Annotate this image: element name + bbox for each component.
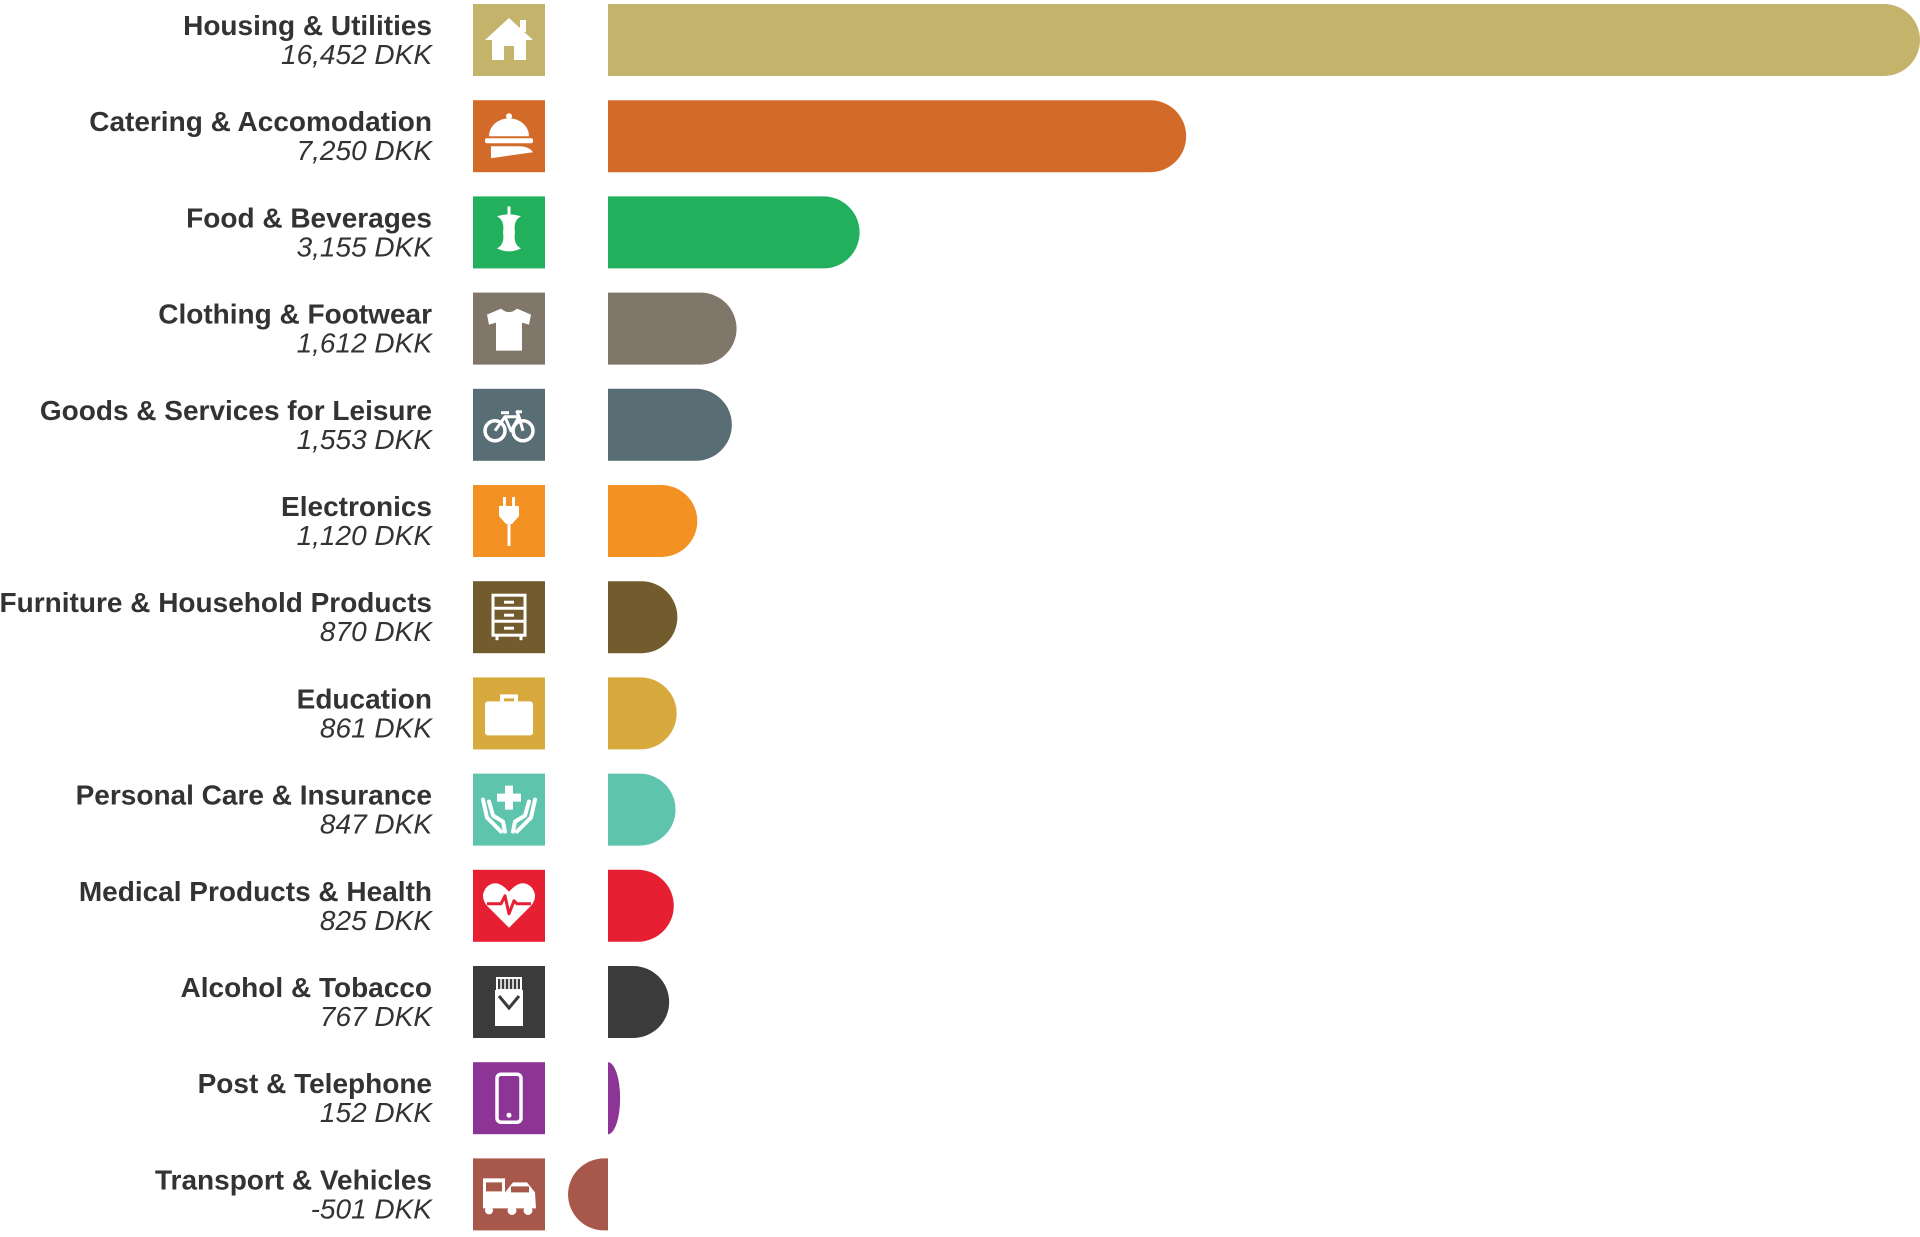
category-label-goods-and-services-for-leisure: Goods & Services for Leisure	[40, 395, 432, 426]
category-label-transport-and-vehicles: Transport & Vehicles	[155, 1164, 432, 1195]
value-label-furniture-and-household-products: 870 DKK	[320, 616, 433, 647]
bicycle-icon	[473, 388, 545, 461]
bar-furniture-and-household-products	[608, 581, 678, 654]
bar-goods-and-services-for-leisure	[608, 388, 732, 461]
value-label-catering-and-accomodation: 7,250 DKK	[297, 135, 434, 166]
cloche-icon	[473, 100, 545, 173]
bar-transport-and-vehicles	[568, 1158, 608, 1231]
value-label-goods-and-services-for-leisure: 1,553 DKK	[297, 424, 434, 455]
cabinet-icon	[473, 581, 545, 654]
bar-housing-and-utilities	[608, 4, 1920, 76]
car-bus-icon	[473, 1158, 545, 1231]
value-label-electronics: 1,120 DKK	[297, 520, 434, 551]
category-label-alcohol-and-tobacco: Alcohol & Tobacco	[181, 972, 433, 1003]
category-label-education: Education	[297, 683, 432, 714]
category-label-housing-and-utilities: Housing & Utilities	[183, 10, 432, 41]
category-label-electronics: Electronics	[281, 491, 432, 522]
hands-cross-icon	[473, 773, 545, 846]
category-label-catering-and-accomodation: Catering & Accomodation	[89, 106, 432, 137]
value-label-medical-products-and-health: 825 DKK	[320, 905, 433, 936]
phone-icon	[473, 1062, 545, 1135]
bar-personal-care-and-insurance	[608, 773, 676, 846]
bar-post-and-telephone	[608, 1062, 621, 1135]
cigarette-pack-icon	[473, 966, 545, 1038]
tshirt-icon	[473, 292, 545, 365]
apple-core-icon	[473, 196, 545, 269]
category-label-medical-products-and-health: Medical Products & Health	[79, 876, 432, 907]
briefcase-icon	[473, 677, 545, 750]
plug-icon	[473, 485, 545, 557]
bar-medical-products-and-health	[608, 869, 674, 942]
bar-clothing-and-footwear	[608, 292, 737, 365]
value-label-clothing-and-footwear: 1,612 DKK	[297, 328, 434, 359]
value-label-education: 861 DKK	[320, 712, 433, 743]
category-label-food-and-beverages: Food & Beverages	[186, 202, 432, 233]
value-label-post-and-telephone: 152 DKK	[320, 1097, 433, 1128]
category-label-clothing-and-footwear: Clothing & Footwear	[158, 299, 432, 330]
heart-pulse-icon	[473, 869, 545, 942]
bar-electronics	[608, 485, 698, 557]
value-label-transport-and-vehicles: -501 DKK	[311, 1193, 434, 1224]
bar-catering-and-accomodation	[608, 100, 1187, 173]
bar-food-and-beverages	[608, 196, 860, 269]
bar-alcohol-and-tobacco	[608, 966, 670, 1038]
bar-education	[608, 677, 677, 750]
value-label-personal-care-and-insurance: 847 DKK	[320, 809, 433, 840]
category-label-post-and-telephone: Post & Telephone	[198, 1068, 432, 1099]
category-label-personal-care-and-insurance: Personal Care & Insurance	[76, 780, 432, 811]
value-label-alcohol-and-tobacco: 767 DKK	[320, 1001, 433, 1032]
value-label-housing-and-utilities: 16,452 DKK	[281, 39, 433, 70]
house-icon	[473, 4, 545, 76]
category-label-furniture-and-household-products: Furniture & Household Products	[0, 587, 432, 618]
value-label-food-and-beverages: 3,155 DKK	[297, 231, 434, 262]
